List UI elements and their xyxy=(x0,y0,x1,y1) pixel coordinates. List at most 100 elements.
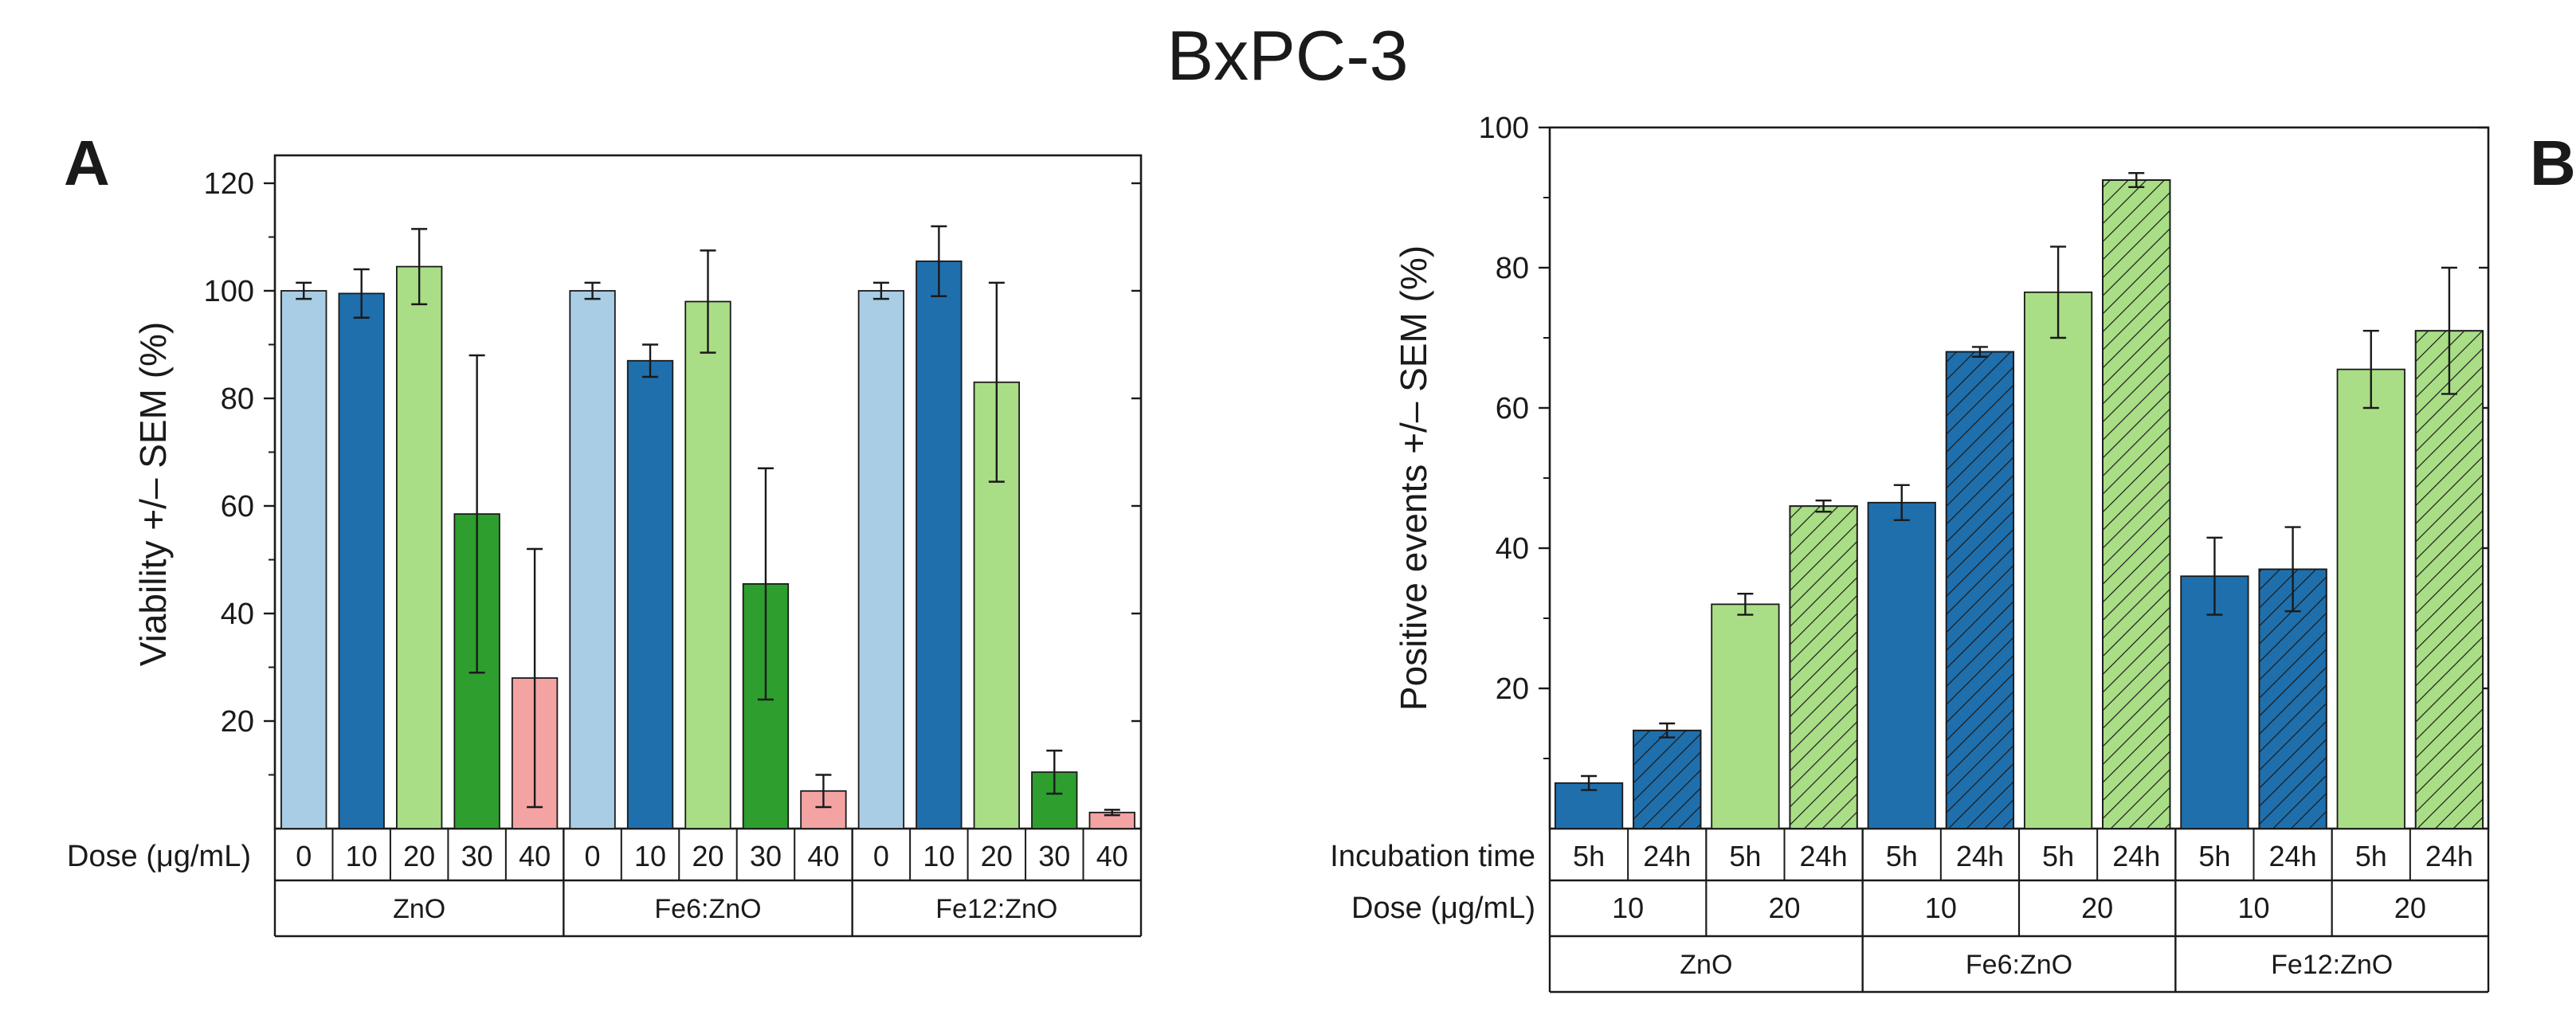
bar xyxy=(396,265,443,829)
bar xyxy=(1867,501,1936,829)
group-label: Fe6:ZnO xyxy=(1966,950,2072,980)
y-tick-label: 100 xyxy=(1479,112,1529,145)
dose-label: 30 xyxy=(750,840,782,872)
y-tick-label: 120 xyxy=(204,167,254,201)
bar-hatch xyxy=(2102,179,2171,829)
dose-label: 20 xyxy=(692,840,723,872)
error-bar xyxy=(527,547,543,809)
group-label: Fe12:ZnO xyxy=(935,894,1057,924)
error-bar xyxy=(584,281,601,300)
y-axis-label: Positive events +/– SEM (%) xyxy=(1393,245,1434,711)
error-bar xyxy=(411,228,428,306)
error-bar xyxy=(1815,499,1832,513)
dose-label: 30 xyxy=(461,840,493,872)
error-bar xyxy=(2128,172,2145,188)
error-bar xyxy=(2050,245,2067,339)
time-label: 24h xyxy=(1800,840,1848,872)
error-bar xyxy=(988,281,1005,483)
error-bar xyxy=(931,225,947,297)
panel-label-b: B xyxy=(2530,127,2576,198)
error-bar xyxy=(872,281,889,300)
y-tick-label: 80 xyxy=(221,382,254,416)
dose-label: 10 xyxy=(923,840,955,872)
dose-label: 10 xyxy=(2237,892,2269,924)
y-tick-label: 100 xyxy=(204,275,254,308)
dose-label: 10 xyxy=(1612,892,1644,924)
time-label: 5h xyxy=(1886,840,1918,872)
bar xyxy=(338,292,385,829)
y-tick-label: 20 xyxy=(221,705,254,739)
error-bar xyxy=(642,343,659,378)
y-tick-label: 40 xyxy=(1496,532,1529,566)
row-label-dose: Dose (μg/mL) xyxy=(1351,892,1535,925)
bar xyxy=(2336,368,2405,829)
error-bar xyxy=(1104,809,1120,817)
dose-label: 40 xyxy=(807,840,839,872)
time-label: 5h xyxy=(2042,840,2074,872)
time-label: 5h xyxy=(1729,840,1761,872)
error-bar xyxy=(2284,526,2301,613)
dose-label: 20 xyxy=(2394,892,2426,924)
group-label: Fe12:ZnO xyxy=(2271,950,2393,980)
error-bar xyxy=(1737,593,1754,616)
error-bar xyxy=(2206,536,2223,616)
bar-hatch xyxy=(1789,505,1858,829)
group-label: Fe6:ZnO xyxy=(654,894,761,924)
dose-label: 0 xyxy=(296,840,312,872)
y-tick-label: 80 xyxy=(1496,252,1529,285)
bar xyxy=(569,290,616,829)
error-bar xyxy=(469,354,485,674)
time-label: 24h xyxy=(2269,840,2317,872)
dose-label: 0 xyxy=(873,840,889,872)
error-bar xyxy=(353,268,370,319)
figure-title: BxPC-3 xyxy=(1166,16,1408,95)
error-bar xyxy=(1659,722,1676,739)
bar xyxy=(2023,291,2093,829)
bar xyxy=(684,300,731,829)
bar-hatch xyxy=(1633,729,1702,829)
error-bar xyxy=(2441,266,2457,395)
panel-b-chart: 20 40 60 80 100 Positive events +/– SEM (%) 5h… xyxy=(1330,112,2490,994)
y-tick-label: 40 xyxy=(221,598,254,631)
error-bar xyxy=(1971,346,1988,358)
panel-label-a: A xyxy=(64,127,110,198)
bar xyxy=(742,582,790,829)
dose-label: 30 xyxy=(1038,840,1070,872)
group-label: ZnO xyxy=(393,894,445,924)
time-label: 5h xyxy=(1573,840,1605,872)
group-label: ZnO xyxy=(1680,950,1732,980)
bar xyxy=(2180,575,2249,829)
error-bar xyxy=(2362,330,2379,410)
time-label: 24h xyxy=(2112,840,2160,872)
bar xyxy=(916,260,963,829)
bar-hatch xyxy=(2414,330,2484,829)
dose-label: 10 xyxy=(1925,892,1957,924)
y-tick-label: 60 xyxy=(1496,392,1529,425)
error-bar xyxy=(757,467,774,701)
dose-label: 20 xyxy=(403,840,435,872)
error-bar xyxy=(815,774,832,809)
bar xyxy=(626,359,674,829)
bar-hatch xyxy=(1945,351,2015,829)
dose-label: 20 xyxy=(1768,892,1800,924)
dose-label: 10 xyxy=(346,840,378,872)
time-label: 24h xyxy=(2425,840,2473,872)
y-axis-label: Viability +/– SEM (%) xyxy=(132,322,174,666)
time-label: 24h xyxy=(1956,840,2004,872)
bar xyxy=(1711,603,1780,829)
error-bar xyxy=(296,281,312,300)
time-label: 24h xyxy=(1643,840,1691,872)
error-bar xyxy=(700,249,716,354)
error-bar xyxy=(1046,749,1063,795)
y-tick-label: 20 xyxy=(1496,672,1529,706)
bar-hatch xyxy=(2258,568,2327,829)
dose-label: 20 xyxy=(981,840,1013,872)
dose-label: 0 xyxy=(585,840,601,872)
row-label-time: Incubation time xyxy=(1330,840,1535,873)
bar xyxy=(857,290,905,829)
time-label: 5h xyxy=(2355,840,2387,872)
bar xyxy=(280,290,327,829)
dose-label: 40 xyxy=(519,840,551,872)
